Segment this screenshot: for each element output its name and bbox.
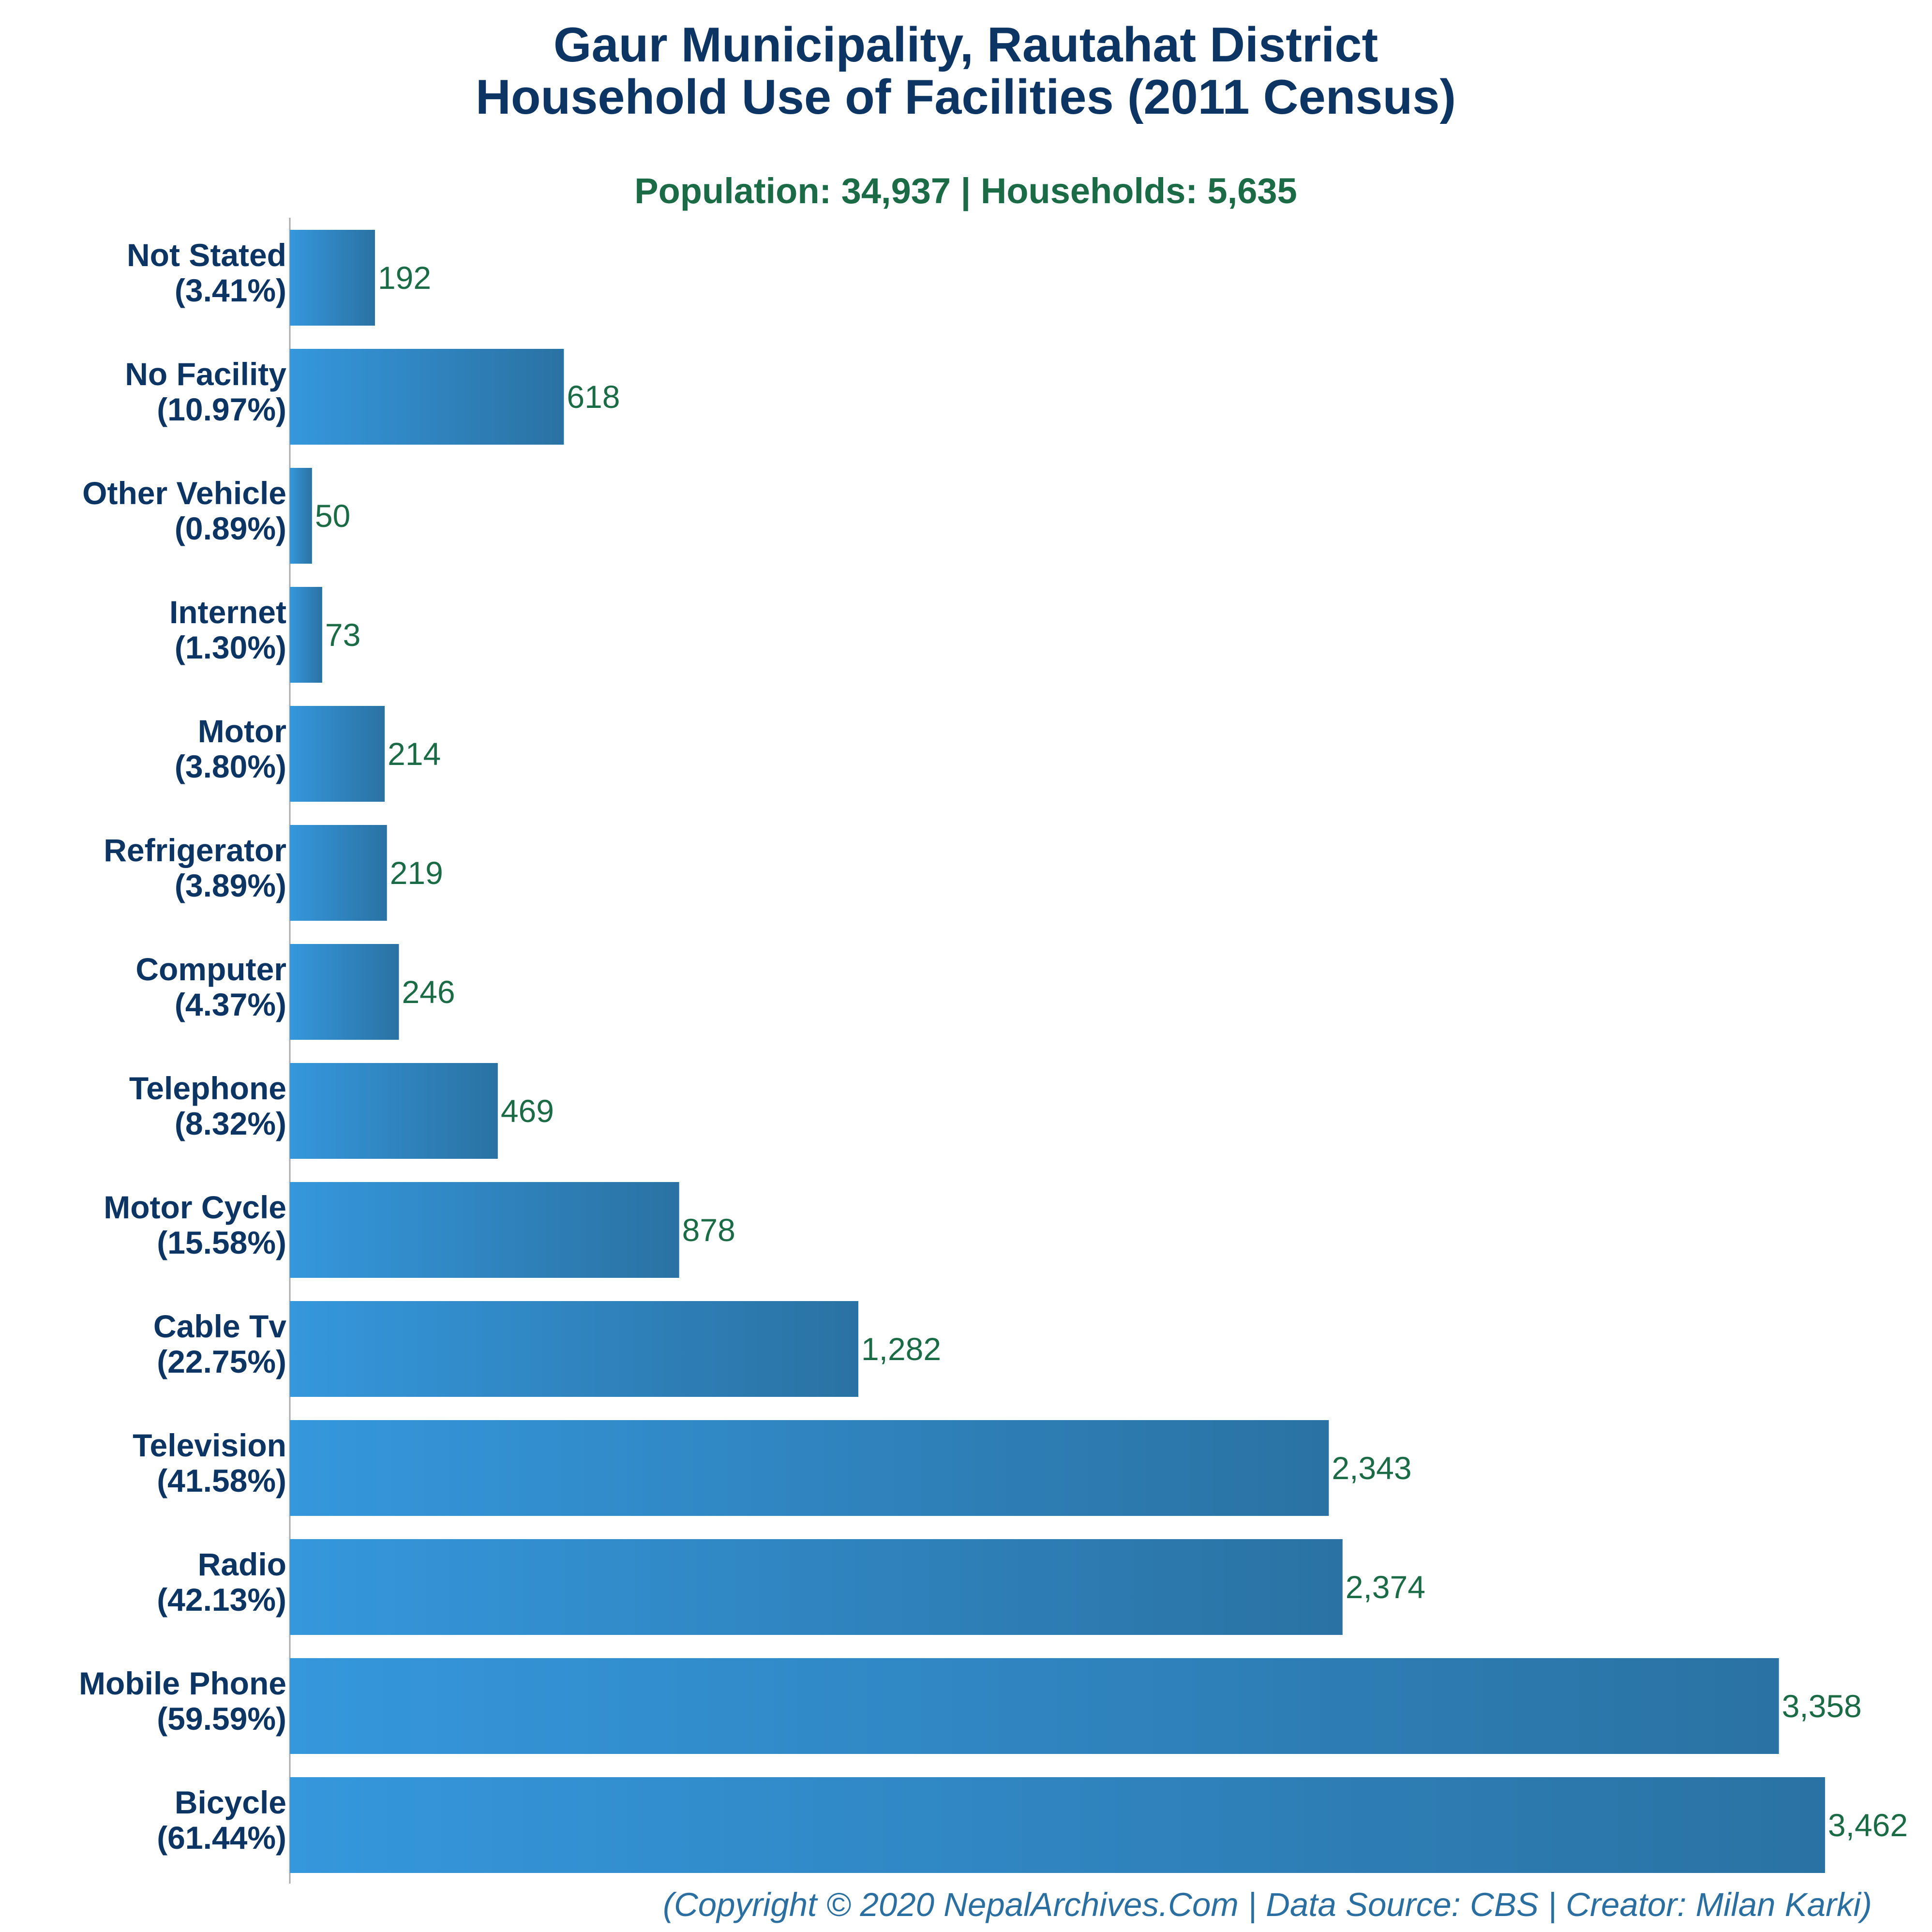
- category-label-cable-tv: Cable Tv: [153, 1308, 286, 1344]
- value-label-no-facility: 618: [567, 379, 620, 415]
- value-label-radio: 2,374: [1346, 1569, 1425, 1605]
- footer-credit: (Copyright © 2020 NepalArchives.Com | Da…: [663, 1886, 1872, 1923]
- chart-subtitle: Population: 34,937 | Households: 5,635: [634, 171, 1297, 211]
- category-percent-no-facility: (10.97%): [157, 391, 286, 427]
- category-label-no-facility: No Facility: [125, 356, 286, 392]
- bar-refrigerator: [290, 825, 387, 921]
- category-label-mobile-phone: Mobile Phone: [79, 1665, 286, 1701]
- category-label-not-stated: Not Stated: [127, 237, 286, 273]
- category-percent-radio: (42.13%): [157, 1582, 286, 1617]
- category-percent-bicycle: (61.44%): [157, 1820, 286, 1856]
- category-label-motor: Motor: [198, 713, 286, 749]
- category-label-radio: Radio: [198, 1546, 286, 1582]
- value-label-telephone: 469: [501, 1093, 554, 1129]
- value-label-bicycle: 3,462: [1828, 1807, 1908, 1843]
- category-label-motor-cycle: Motor Cycle: [104, 1189, 286, 1225]
- value-label-computer: 246: [402, 974, 455, 1010]
- category-label-internet: Internet: [169, 594, 286, 630]
- category-label-telephone: Telephone: [129, 1070, 286, 1106]
- category-percent-motor: (3.80%): [175, 749, 286, 784]
- value-label-other-vehicle: 50: [315, 498, 350, 534]
- bar-other-vehicle: [290, 468, 312, 564]
- category-percent-computer: (4.37%): [175, 987, 286, 1022]
- value-label-refrigerator: 219: [390, 855, 443, 891]
- bars-group: Not Stated(3.41%) 192 No Facility(10.97%) 6…: [79, 230, 1908, 1873]
- category-percent-mobile-phone: (59.59%): [157, 1701, 286, 1737]
- category-percent-not-stated: (3.41%): [175, 272, 286, 308]
- value-label-cable-tv: 1,282: [861, 1331, 941, 1367]
- value-label-motor: 214: [388, 736, 441, 772]
- bar-computer: [290, 944, 399, 1040]
- category-label-refrigerator: Refrigerator: [104, 832, 286, 868]
- value-label-not-stated: 192: [378, 260, 431, 296]
- chart-title-line2: Household Use of Facilities (2011 Census…: [476, 70, 1456, 124]
- bar-cable-tv: [290, 1301, 858, 1397]
- category-percent-refrigerator: (3.89%): [175, 868, 286, 903]
- category-percent-telephone: (8.32%): [175, 1106, 286, 1141]
- category-percent-cable-tv: (22.75%): [157, 1344, 286, 1379]
- category-label-television: Television: [133, 1427, 286, 1463]
- value-label-television: 2,343: [1332, 1450, 1411, 1486]
- bar-telephone: [290, 1063, 498, 1159]
- bar-bicycle: [290, 1777, 1825, 1873]
- bar-motor: [290, 706, 385, 802]
- bar-radio: [290, 1539, 1343, 1635]
- value-label-mobile-phone: 3,358: [1782, 1688, 1862, 1724]
- bar-no-facility: [290, 349, 564, 445]
- category-percent-television: (41.58%): [157, 1463, 286, 1498]
- bar-mobile-phone: [290, 1658, 1779, 1754]
- category-label-bicycle: Bicycle: [175, 1784, 286, 1820]
- category-label-computer: Computer: [135, 951, 286, 987]
- bar-motor-cycle: [290, 1182, 679, 1278]
- category-label-other-vehicle: Other Vehicle: [82, 475, 286, 511]
- bar-television: [290, 1420, 1329, 1516]
- bar-not-stated: [290, 230, 375, 326]
- category-percent-other-vehicle: (0.89%): [175, 510, 286, 546]
- bar-internet: [290, 587, 322, 683]
- category-percent-internet: (1.30%): [175, 629, 286, 665]
- value-label-internet: 73: [325, 617, 360, 653]
- chart-title-line1: Gaur Municipality, Rautahat District: [554, 18, 1378, 72]
- category-percent-motor-cycle: (15.58%): [157, 1225, 286, 1260]
- value-label-motor-cycle: 878: [682, 1212, 735, 1248]
